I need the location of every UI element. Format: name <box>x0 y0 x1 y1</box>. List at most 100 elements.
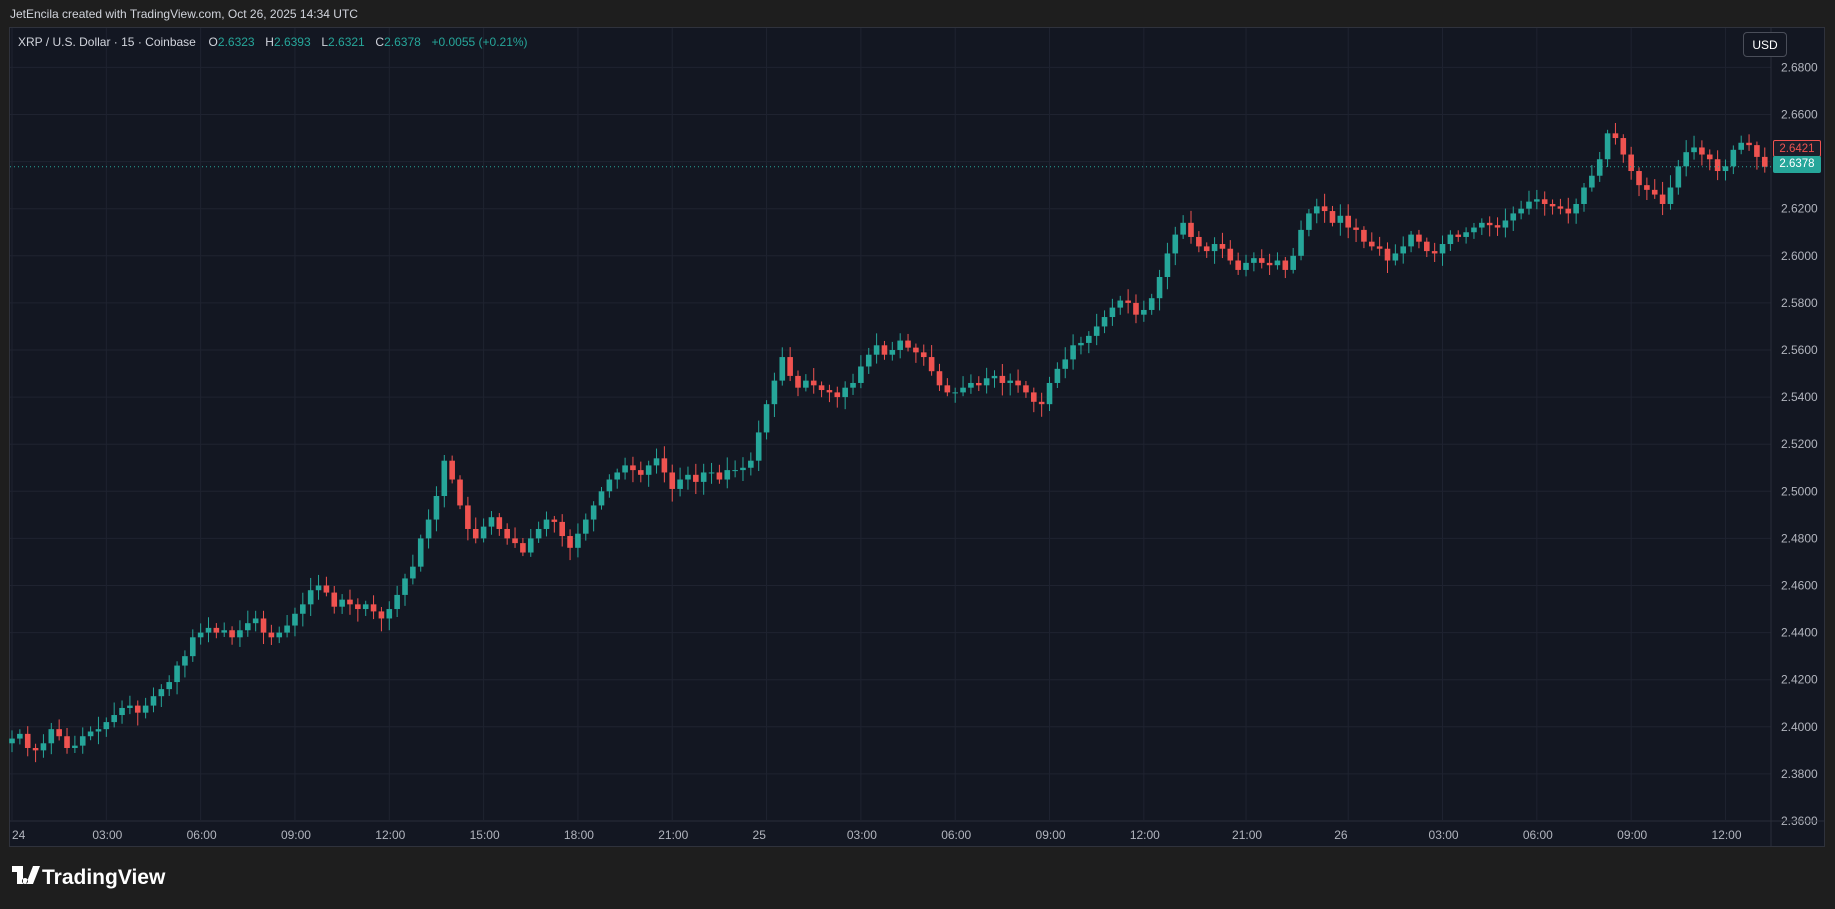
candle-body <box>1258 258 1265 263</box>
candle-body <box>355 604 361 610</box>
y-tick-label: 2.4000 <box>1781 720 1818 734</box>
candle-body <box>1203 246 1210 252</box>
candle-body <box>1164 253 1171 277</box>
candle-body <box>1392 253 1399 261</box>
candle-body <box>252 618 259 624</box>
candle-body <box>1353 227 1359 230</box>
candle-body <box>472 528 479 539</box>
candle-body <box>1282 260 1289 270</box>
candle-body <box>1431 251 1438 254</box>
candle-body <box>362 604 369 610</box>
candle-body <box>1368 241 1375 247</box>
y-tick-label: 2.5200 <box>1781 437 1818 451</box>
tradingview-logo[interactable]: TradingView <box>12 866 165 890</box>
candle-body <box>803 380 809 388</box>
candle-body <box>1408 234 1414 247</box>
candle-body <box>1746 142 1752 146</box>
candle-body <box>1604 133 1611 160</box>
candle-body <box>755 432 762 461</box>
candle-body <box>1007 380 1014 383</box>
candle-body <box>1581 187 1587 204</box>
candle-body <box>1086 335 1092 343</box>
candle-body <box>551 519 558 522</box>
candle-body <box>119 707 125 716</box>
candle-body <box>488 517 495 527</box>
candle-body <box>787 357 793 376</box>
chart-frame[interactable] <box>9 27 1825 847</box>
candle-body <box>1494 225 1501 228</box>
x-tick-label: 21:00 <box>1232 828 1262 842</box>
candle-body <box>1376 246 1383 249</box>
candle-body <box>1573 203 1579 214</box>
high-value: 2.6393 <box>273 35 311 49</box>
x-tick-label: 06:00 <box>187 828 217 842</box>
candle-body <box>158 689 165 697</box>
candle-body <box>95 729 102 732</box>
top-bar: JetEncila created with TradingView.com, … <box>0 0 1835 27</box>
candle-body <box>134 705 141 713</box>
y-tick-label: 2.5400 <box>1781 390 1818 404</box>
candle-body <box>881 345 888 355</box>
candle-body <box>928 357 935 372</box>
candle-body <box>763 404 770 433</box>
y-tick-label: 2.5600 <box>1781 343 1818 357</box>
candle-body <box>512 538 518 544</box>
candle-body <box>268 632 275 638</box>
candle-body <box>433 496 440 520</box>
candle-body <box>1714 159 1721 172</box>
candle-body <box>56 729 62 737</box>
candle-body <box>307 590 314 605</box>
y-tick-label: 2.6200 <box>1781 202 1818 216</box>
candle-body <box>968 382 974 388</box>
candle-body <box>614 472 621 480</box>
candle-body <box>889 350 896 355</box>
candle-body <box>1706 154 1713 160</box>
candle-body <box>952 392 958 394</box>
candle-body <box>480 526 487 539</box>
candle-body <box>370 604 377 612</box>
candle-body <box>582 519 589 534</box>
candle-body <box>677 479 683 489</box>
change-value: +0.0055 (+0.21%) <box>431 35 528 49</box>
candle-body <box>1620 138 1627 155</box>
candle-body <box>48 729 55 744</box>
y-tick-label: 2.6600 <box>1781 108 1818 122</box>
candle-body <box>1738 142 1744 150</box>
candle-body <box>1015 380 1021 386</box>
candle-body <box>103 722 110 730</box>
candle-body <box>1447 234 1454 245</box>
x-tick-label: 18:00 <box>564 828 594 842</box>
candle-body <box>284 625 290 633</box>
x-tick-label: 12:00 <box>375 828 405 842</box>
y-tick-label: 2.5000 <box>1781 484 1818 498</box>
currency-button[interactable]: USD <box>1743 32 1787 57</box>
candle-body <box>653 458 660 466</box>
x-tick-label: 06:00 <box>941 828 971 842</box>
close-value: 2.6378 <box>384 35 421 49</box>
candle-body <box>245 623 251 631</box>
candle-body <box>1251 258 1257 263</box>
candle-body <box>520 543 526 553</box>
candle-body <box>1384 248 1391 261</box>
candle-body <box>1526 201 1532 209</box>
candle-body <box>79 736 86 746</box>
candle-body <box>1243 262 1249 270</box>
symbol-name[interactable]: XRP / U.S. Dollar · 15 · Coinbase <box>18 35 196 49</box>
candle-body <box>1541 199 1548 204</box>
candle-body <box>1117 300 1124 308</box>
candle-body <box>1557 206 1564 209</box>
y-tick-label: 2.6000 <box>1781 249 1818 263</box>
candle-body <box>64 736 70 748</box>
candle-body <box>1101 317 1108 327</box>
candle-body <box>873 345 880 355</box>
candle-body <box>465 505 471 529</box>
candle-body <box>810 380 817 386</box>
candle-body <box>724 470 731 480</box>
candle-body <box>72 745 78 748</box>
candle-body <box>1439 244 1446 254</box>
candle-body <box>1227 248 1234 261</box>
candle-body <box>1416 234 1422 242</box>
previous-price-tag: 2.6421 <box>1773 140 1821 157</box>
candle-body <box>685 474 691 480</box>
